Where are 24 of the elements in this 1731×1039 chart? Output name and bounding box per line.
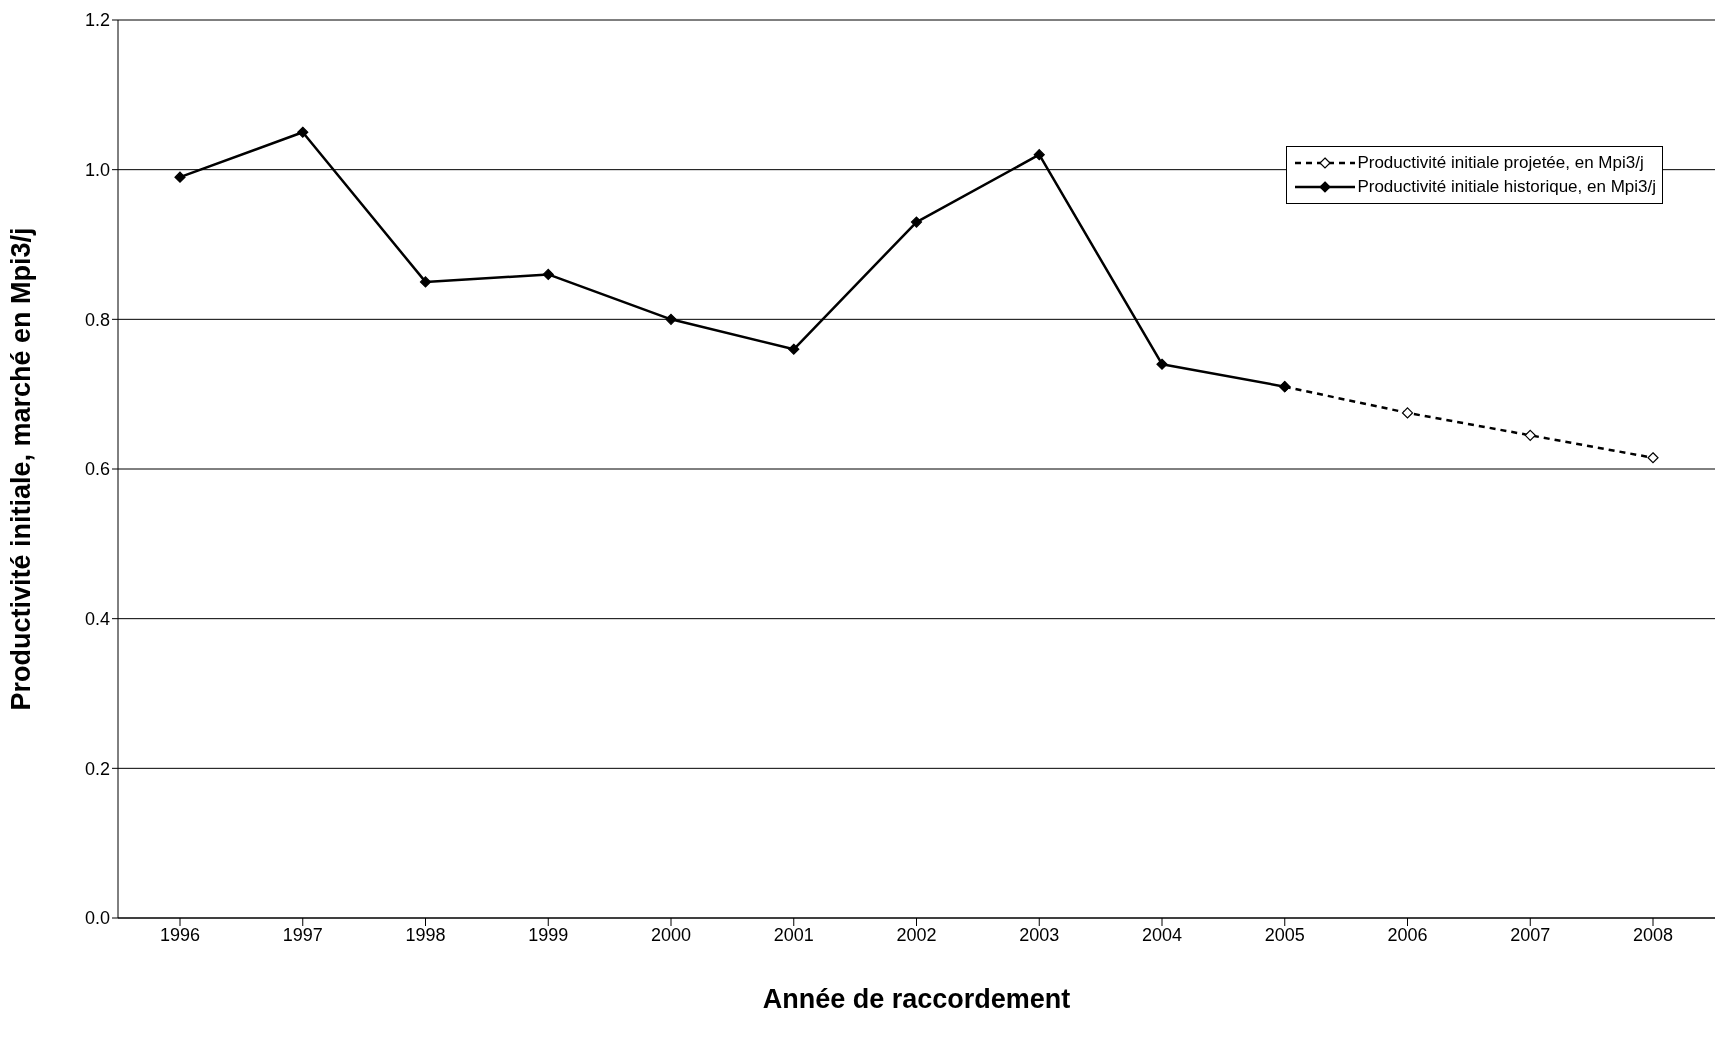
x-tick-label: 1997 bbox=[282, 924, 323, 945]
y-tick-label: 1.0 bbox=[84, 160, 110, 181]
y-tick-label: 0.2 bbox=[84, 758, 110, 779]
y-tick-label: 0.8 bbox=[84, 309, 110, 330]
x-tick-label: 1998 bbox=[405, 924, 446, 945]
legend-label: Productivité initiale projetée, en Mpi3/j bbox=[1357, 153, 1644, 173]
x-tick-label: 2002 bbox=[896, 924, 937, 945]
x-tick-label: 2008 bbox=[1632, 924, 1674, 945]
x-tick-label: 2003 bbox=[1019, 924, 1060, 945]
y-tick-label: 1.2 bbox=[84, 10, 110, 31]
x-tick-label: 1999 bbox=[528, 924, 569, 945]
legend-label: Productivité initiale historique, en Mpi3/j bbox=[1357, 177, 1656, 197]
x-tick-label: 2000 bbox=[650, 924, 692, 945]
y-tick-label: 0.4 bbox=[84, 609, 110, 630]
x-tick-label: 2006 bbox=[1387, 924, 1428, 945]
y-tick-label: 0.0 bbox=[84, 908, 110, 929]
x-tick-label: 2001 bbox=[773, 924, 814, 945]
x-tick-label: 2007 bbox=[1510, 924, 1551, 945]
y-axis-title: Productivité initiale, marché en Mpi3/j bbox=[5, 227, 36, 711]
x-axis-title: Année de raccordement bbox=[762, 984, 1071, 1014]
x-tick-label: 1996 bbox=[159, 924, 201, 945]
x-tick-label: 2004 bbox=[1141, 924, 1183, 945]
y-tick-label: 0.6 bbox=[84, 459, 110, 480]
x-tick-label: 2005 bbox=[1264, 924, 1305, 945]
